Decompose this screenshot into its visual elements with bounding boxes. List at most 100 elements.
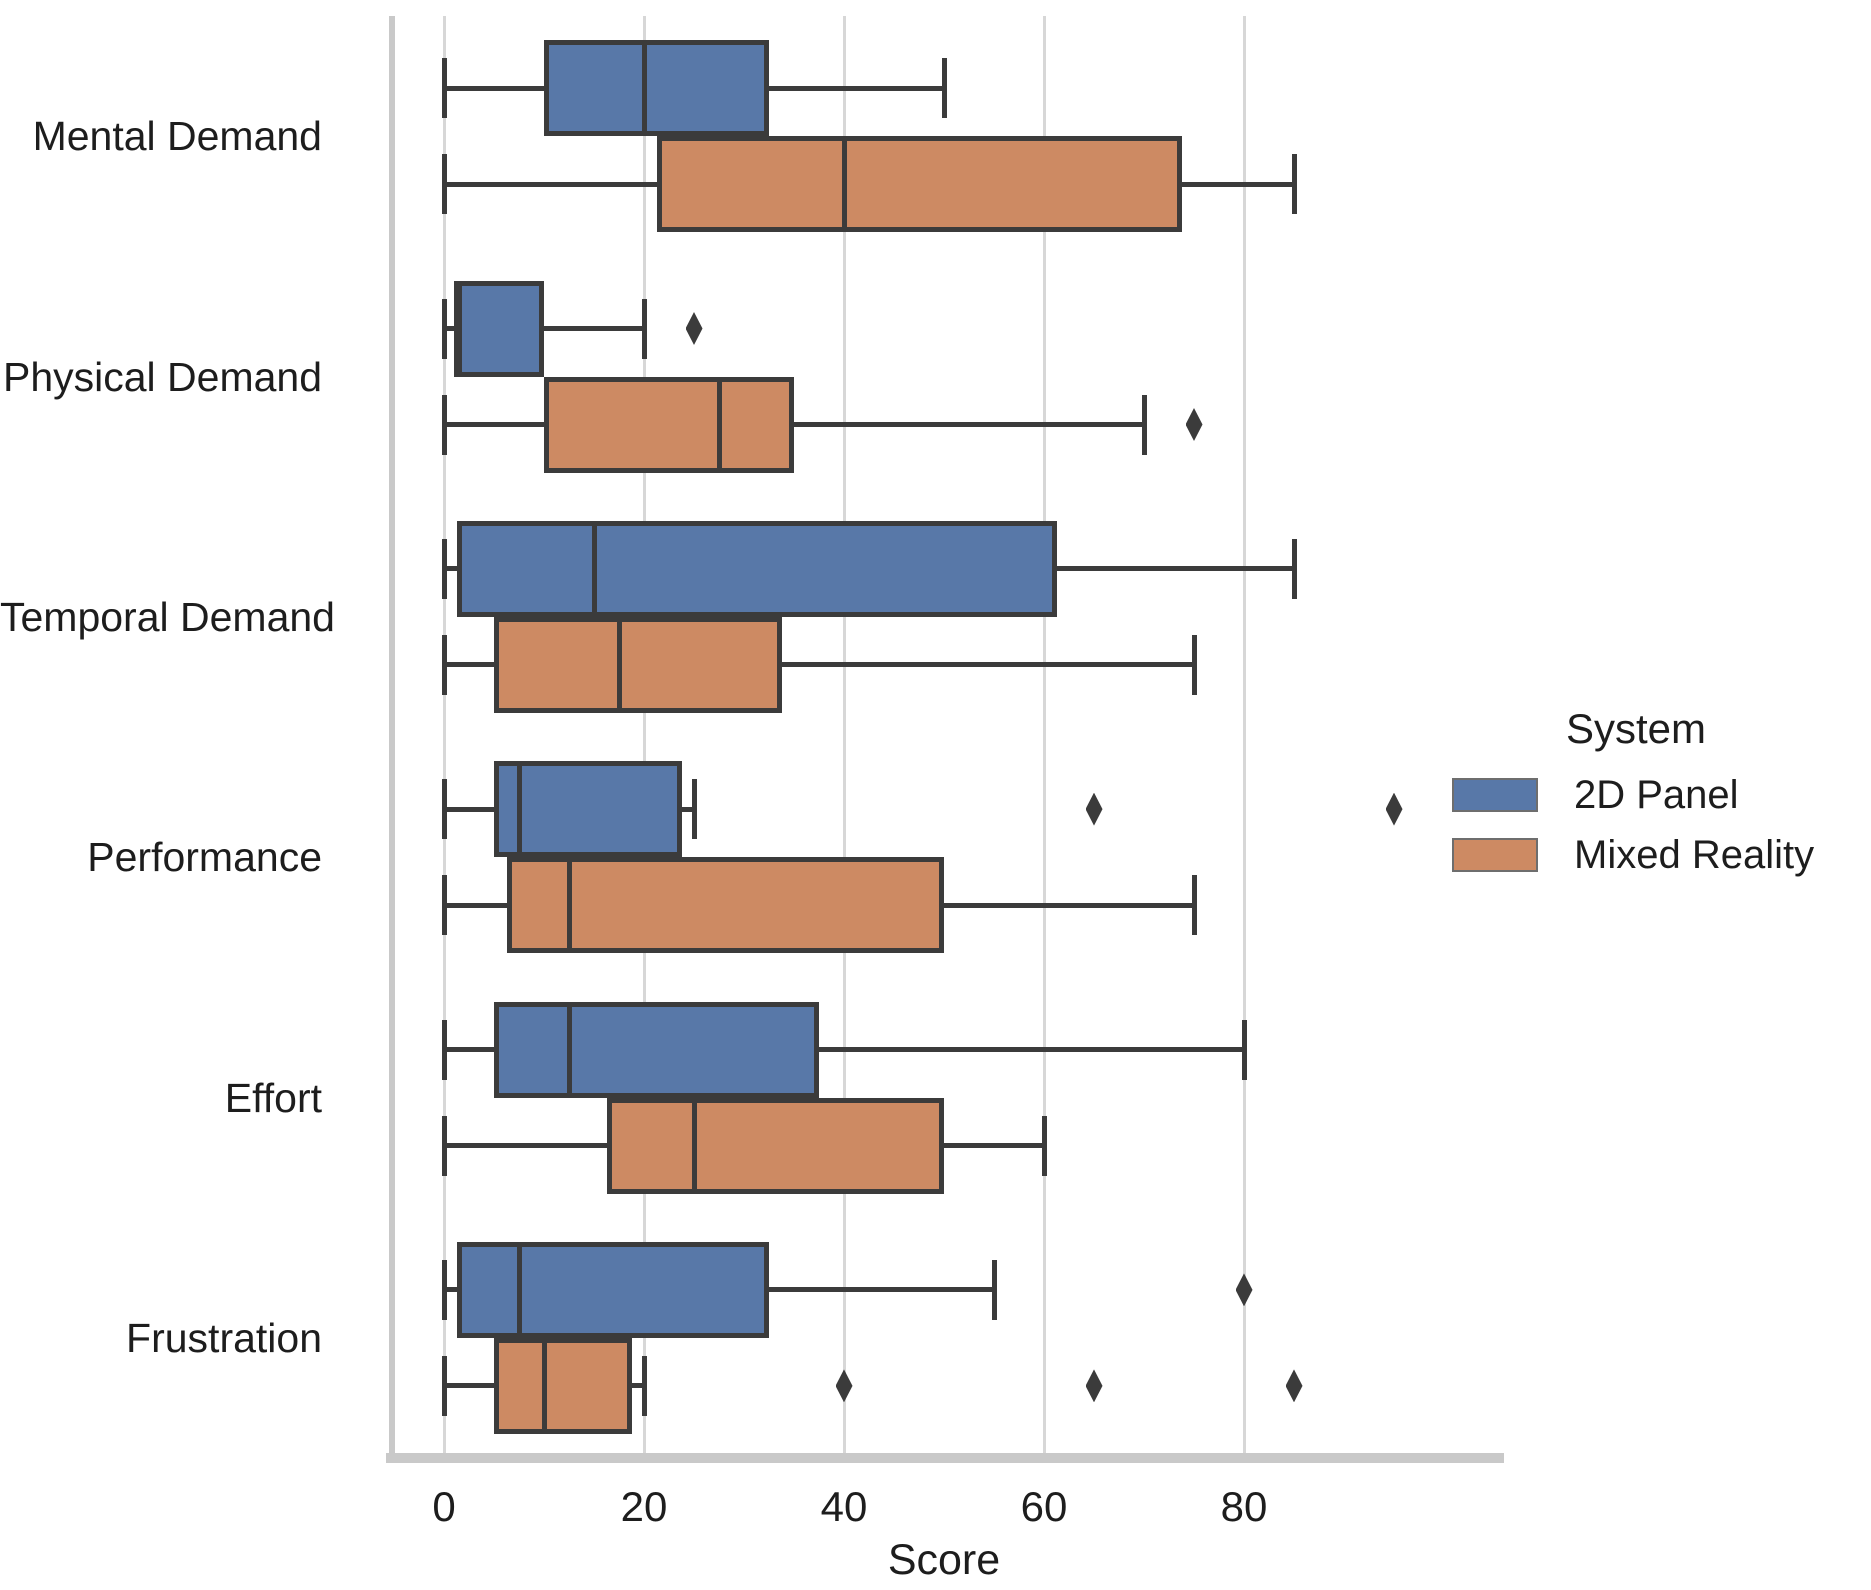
whisker-low-mixed-reality-frustration [444,1383,494,1389]
box-2d-panel-temporal-demand [456,520,1057,617]
legend-label-mixed-reality: Mixed Reality [1574,832,1815,877]
box-mixed-reality-effort [606,1097,944,1194]
outlier-mixed-reality-frustration-2 [1285,1369,1303,1403]
cap-low-2d-panel-temporal-demand [441,538,447,599]
whisker-low-mixed-reality-physical-demand [444,422,544,427]
cap-low-2d-panel-mental-demand [441,58,447,119]
cap-low-mixed-reality-physical-demand [441,394,447,455]
whisker-low-mixed-reality-effort [444,1143,607,1148]
whisker-low-mixed-reality-performance [444,902,507,908]
cap-low-mixed-reality-effort [441,1115,447,1176]
whisker-high-2d-panel-physical-demand [544,326,644,331]
median-2d-panel-frustration [516,1241,522,1338]
median-mixed-reality-frustration [541,1337,547,1434]
whisker-high-2d-panel-frustration [769,1287,994,1293]
whisker-low-2d-panel-mental-demand [444,85,544,91]
legend-item-2d-panel: 2D Panel [1452,770,1852,820]
legend: System 2D Panel Mixed Reality [1452,704,1852,890]
legend-title: System [1566,705,1707,752]
gridline-20 [642,16,646,1458]
median-2d-panel-performance [516,761,522,858]
median-2d-panel-effort [566,1001,572,1098]
cap-high-2d-panel-mental-demand [941,58,947,119]
box-mixed-reality-mental-demand [656,136,1182,233]
cap-high-mixed-reality-frustration [641,1355,647,1416]
gridline-0 [442,16,446,1458]
cap-high-mixed-reality-mental-demand [1291,154,1297,215]
box-mixed-reality-physical-demand [544,376,794,473]
outlier-mixed-reality-frustration-0 [835,1369,853,1403]
outlier-2d-panel-frustration-0 [1235,1273,1253,1307]
legend-item-mixed-reality: Mixed Reality [1452,830,1852,880]
x-tick-label-80: 80 [1220,1483,1268,1530]
x-tick-label-0: 0 [432,1483,456,1530]
cap-high-2d-panel-physical-demand [641,298,647,359]
whisker-low-2d-panel-effort [444,1047,494,1052]
y-tick-label-frustration: Frustration [126,1314,322,1361]
y-tick-label-temporal-demand: Temporal Demand [0,593,335,640]
whisker-low-mixed-reality-mental-demand [444,181,657,187]
cap-high-2d-panel-performance [691,779,697,840]
box-mixed-reality-frustration [494,1337,632,1434]
whisker-high-2d-panel-performance [681,806,694,812]
cap-low-mixed-reality-performance [441,875,447,936]
cap-high-2d-panel-temporal-demand [1291,538,1297,599]
outlier-mixed-reality-physical-demand-0 [1185,408,1203,441]
cap-high-2d-panel-frustration [991,1259,997,1320]
median-mixed-reality-effort [691,1097,697,1194]
outlier-mixed-reality-frustration-1 [1085,1369,1103,1403]
whisker-high-2d-panel-effort [819,1047,1244,1052]
x-tick-label-40: 40 [820,1483,868,1530]
cap-low-2d-panel-performance [441,779,447,840]
cap-high-mixed-reality-effort [1041,1115,1047,1176]
median-mixed-reality-performance [566,857,572,954]
cap-low-mixed-reality-mental-demand [441,154,447,215]
whisker-high-mixed-reality-temporal-demand [781,662,1194,668]
median-mixed-reality-temporal-demand [616,616,622,713]
whisker-high-mixed-reality-frustration [631,1383,644,1389]
cap-low-2d-panel-physical-demand [441,298,447,359]
cap-high-mixed-reality-physical-demand [1141,394,1147,455]
cap-high-2d-panel-effort [1241,1019,1247,1080]
whisker-low-2d-panel-temporal-demand [444,566,457,572]
median-mixed-reality-mental-demand [841,136,847,233]
box-mixed-reality-temporal-demand [494,616,782,713]
outlier-2d-panel-performance-0 [1085,792,1103,826]
median-2d-panel-physical-demand [454,280,459,377]
whisker-low-2d-panel-performance [444,806,494,812]
cap-low-2d-panel-effort [441,1019,447,1080]
outlier-2d-panel-physical-demand-0 [685,312,703,345]
y-tick-label-physical-demand: Physical Demand [2,353,322,400]
x-tick-label-60: 60 [1020,1483,1068,1530]
y-tick-label-effort: Effort [224,1074,322,1121]
whisker-high-mixed-reality-mental-demand [1181,181,1294,187]
gridline-80 [1242,16,1246,1458]
median-2d-panel-mental-demand [641,40,647,137]
x-tick-label-20: 20 [620,1483,668,1530]
gridline-40 [842,16,846,1458]
whisker-high-2d-panel-mental-demand [769,85,944,91]
box-2d-panel-effort [494,1001,819,1098]
whisker-high-mixed-reality-physical-demand [794,422,1144,427]
legend-swatch-2d-panel [1452,778,1538,812]
cap-high-mixed-reality-performance [1191,875,1197,936]
y-axis-spine [389,16,395,1463]
whisker-high-2d-panel-temporal-demand [1056,566,1294,572]
x-axis-spine [386,1453,1504,1463]
box-2d-panel-physical-demand [456,280,544,377]
whisker-low-2d-panel-frustration [444,1287,457,1293]
box-2d-panel-performance [494,761,682,858]
outlier-2d-panel-performance-1 [1385,792,1403,826]
cap-low-mixed-reality-frustration [441,1355,447,1416]
box-2d-panel-mental-demand [544,40,769,137]
x-axis-title: Score [887,1536,1001,1584]
cap-high-mixed-reality-temporal-demand [1191,634,1197,695]
y-tick-label-performance: Performance [87,834,322,881]
cap-low-mixed-reality-temporal-demand [441,634,447,695]
y-tick-label-mental-demand: Mental Demand [32,113,322,160]
median-mixed-reality-physical-demand [716,376,722,473]
whisker-low-mixed-reality-temporal-demand [444,662,494,668]
box-2d-panel-frustration [456,1241,769,1338]
